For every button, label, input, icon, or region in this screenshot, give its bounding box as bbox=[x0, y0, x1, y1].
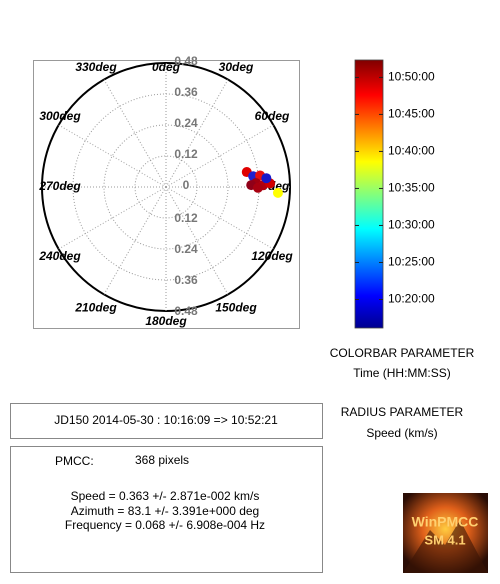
radius-tick-label: 0.24 bbox=[174, 242, 198, 256]
angle-label: 180deg bbox=[145, 314, 187, 328]
time-range: JD150 2014-05-30 : 10:16:09 => 10:52:21 bbox=[54, 413, 278, 427]
radius-tick-label: 0.36 bbox=[174, 85, 198, 99]
radius-tick-label: 0 bbox=[183, 178, 190, 192]
logo-volcano bbox=[403, 520, 488, 573]
angle-label: 300deg bbox=[39, 109, 81, 123]
angle-label: 60deg bbox=[255, 109, 290, 123]
angle-label: 0deg bbox=[152, 60, 181, 74]
point bbox=[261, 173, 272, 184]
pmcc-label: PMCC: bbox=[55, 454, 94, 468]
angle-label: 150deg bbox=[215, 300, 257, 314]
colorbar-title: COLORBAR PARAMETER bbox=[330, 346, 475, 360]
radius-label: Speed (km/s) bbox=[366, 426, 437, 440]
angle-label: 270deg bbox=[38, 179, 81, 193]
pmcc-pixels: 368 pixels bbox=[135, 453, 189, 467]
point bbox=[272, 187, 283, 198]
logo-name: WinPMCC bbox=[412, 514, 479, 530]
angle-label: 210deg bbox=[74, 300, 117, 314]
radius-tick-label: 0.48 bbox=[174, 54, 198, 68]
radius-title: RADIUS PARAMETER bbox=[341, 405, 464, 419]
plot-frame bbox=[33, 60, 300, 329]
radius-tick-label: 0.12 bbox=[174, 211, 198, 225]
radius-tick-label: 0.48 bbox=[174, 304, 198, 318]
radius-tick-label: 0.24 bbox=[174, 116, 198, 130]
colorbar bbox=[354, 59, 384, 329]
point bbox=[252, 182, 263, 193]
results-box bbox=[10, 446, 323, 573]
colorbar-tick-label: 10:35:00 bbox=[388, 181, 435, 195]
colorbar-tick-label: 10:25:00 bbox=[388, 255, 435, 269]
radius-tick-label: 0.12 bbox=[174, 147, 198, 161]
logo: WinPMCC SM 4.1 bbox=[403, 493, 488, 573]
angle-label: 30deg bbox=[219, 60, 254, 74]
speed-result: Speed = 0.363 +/- 2.871e-002 km/s bbox=[71, 489, 260, 503]
colorbar-label: Time (HH:MM:SS) bbox=[353, 366, 451, 380]
angle-label: 240deg bbox=[38, 249, 81, 263]
colorbar-tick-label: 10:50:00 bbox=[388, 70, 435, 84]
time-range-box bbox=[10, 403, 323, 439]
angle-label: 120deg bbox=[251, 249, 293, 263]
logo-version: SM 4.1 bbox=[424, 532, 465, 547]
colorbar-tick-label: 10:45:00 bbox=[388, 107, 435, 121]
angle-label: 330deg bbox=[75, 60, 117, 74]
frequency-result: Frequency = 0.068 +/- 6.908e-004 Hz bbox=[65, 518, 265, 532]
colorbar-tick-label: 10:40:00 bbox=[388, 144, 435, 158]
colorbar-tick-label: 10:20:00 bbox=[388, 292, 435, 306]
colorbar-tick-label: 10:30:00 bbox=[388, 218, 435, 232]
grid-circle bbox=[103, 124, 229, 250]
radius-tick-label: 0.36 bbox=[174, 273, 198, 287]
polar-plot: 0deg30deg60deg90deg120deg150deg180deg210… bbox=[38, 54, 293, 328]
azimuth-result: Azimuth = 83.1 +/- 3.391e+000 deg bbox=[71, 504, 259, 518]
